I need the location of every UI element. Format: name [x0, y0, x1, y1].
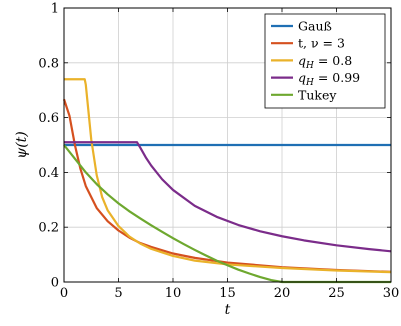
legend-label: qH = 0.99	[298, 70, 360, 88]
x-axis-label: t	[225, 302, 231, 318]
y-tick-label: 0	[51, 276, 59, 291]
axis-ticks: 0 5 10 15 20 25 30 0 0.2 0.4 0.6 0.8 1	[38, 2, 399, 302]
series-lines	[62, 78, 392, 284]
x-tick-label: 0	[60, 286, 68, 301]
legend-label: t, ν = 3	[298, 36, 345, 51]
series-line-2	[64, 78, 392, 274]
y-tick-label: 0.8	[38, 56, 59, 71]
y-tick-label: 0.6	[38, 111, 59, 126]
y-tick-label: 1	[51, 2, 59, 17]
x-tick-label: 25	[328, 286, 345, 301]
x-tick-label: 10	[165, 286, 182, 301]
x-tick-label: 30	[383, 286, 400, 301]
legend-label: qH = 0.8	[298, 53, 352, 71]
x-tick-label: 5	[114, 286, 122, 301]
series-line-3	[64, 141, 392, 253]
y-tick-label: 0.4	[38, 166, 59, 181]
y-tick-label: 0.2	[38, 221, 59, 236]
series-line-4	[63, 144, 391, 284]
legend-label: Gauß	[298, 19, 332, 34]
y-axis-label: ψ(t)	[14, 131, 30, 159]
legend-label: Tukey	[298, 87, 337, 102]
x-tick-label: 15	[219, 286, 236, 301]
x-tick-label: 20	[274, 286, 291, 301]
